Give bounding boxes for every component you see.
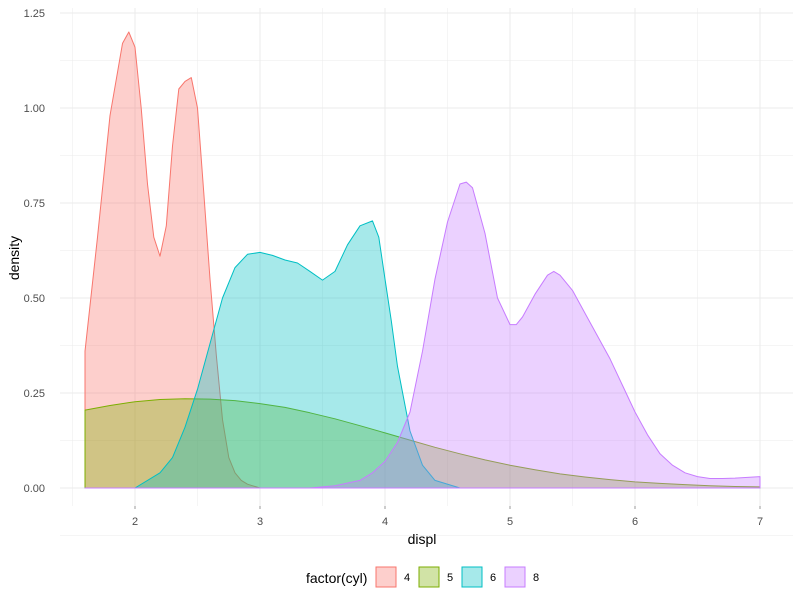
density-areas [84, 31, 761, 489]
density-area-cyl-4 [84, 31, 286, 489]
y-tick-label: 0.25 [24, 388, 45, 400]
y-tick-label: 1.25 [24, 8, 45, 20]
x-tick-label: 6 [632, 516, 638, 528]
y-tick-label: 0.00 [24, 483, 45, 495]
x-axis-title: displ [408, 531, 437, 547]
x-tick-label: 5 [507, 516, 513, 528]
legend-title: factor(cyl) [306, 570, 367, 586]
legend-label-5: 5 [447, 572, 453, 584]
y-tick-label: 0.75 [24, 198, 45, 210]
axes: 2 3 4 5 6 7 0.00 0.25 0.50 0.75 1.00 1.25 [24, 8, 763, 528]
y-axis-title: density [6, 236, 22, 280]
legend-label-4: 4 [404, 572, 410, 584]
y-tick-label: 1.00 [24, 103, 45, 115]
x-tick-label: 3 [257, 516, 263, 528]
legend-label-8: 8 [533, 572, 539, 584]
legend-label-6: 6 [490, 572, 496, 584]
legend: factor(cyl) 4 5 6 8 [306, 566, 539, 588]
x-tick-label: 2 [132, 516, 138, 528]
density-area-cyl-5 [84, 398, 761, 489]
legend-key-5 [418, 566, 440, 588]
density-area-cyl-6 [84, 220, 511, 489]
x-tick-label: 4 [382, 516, 388, 528]
legend-key-4 [375, 566, 397, 588]
legend-key-8 [504, 566, 526, 588]
y-tick-label: 0.50 [24, 293, 45, 305]
density-area-cyl-8 [84, 181, 761, 489]
x-tick-label: 7 [757, 516, 763, 528]
legend-key-6 [461, 566, 483, 588]
